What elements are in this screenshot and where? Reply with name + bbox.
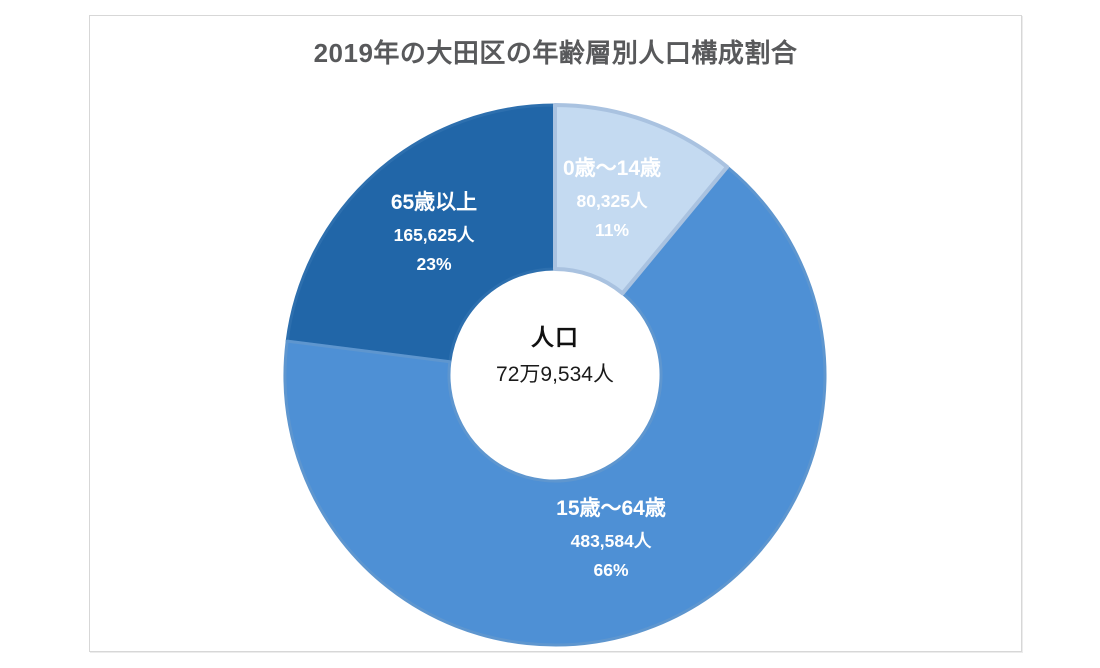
center-value: 72万9,534人	[496, 363, 614, 386]
slice-name: 15歳〜64歳	[556, 497, 666, 520]
slice-label-65-plus: 65歳以上 165,625人 23%	[339, 186, 529, 278]
slice-value: 165,625人	[393, 225, 475, 245]
slice-percent: 66%	[593, 560, 629, 580]
donut-slice-0	[553, 103, 730, 296]
slice-percent: 11%	[594, 220, 630, 240]
slice-value: 483,584人	[570, 531, 652, 551]
slice-label-0-14: 0歳〜14歳 80,325人 11%	[527, 152, 697, 244]
slice-name: 65歳以上	[390, 191, 478, 214]
slice-name: 0歳〜14歳	[562, 157, 662, 180]
chart-title: 2019年の大田区の年齢層別人口構成割合	[313, 38, 798, 68]
slice-label-15-64: 15歳〜64歳 483,584人 66%	[516, 492, 706, 584]
center-heading: 人口	[531, 324, 579, 350]
donut-slice-2	[285, 103, 557, 364]
slice-percent: 23%	[416, 254, 452, 274]
slice-value: 80,325人	[576, 191, 648, 211]
donut-slice-1	[283, 165, 827, 647]
donut-center-label: 人口 72万9,534人	[445, 320, 665, 390]
